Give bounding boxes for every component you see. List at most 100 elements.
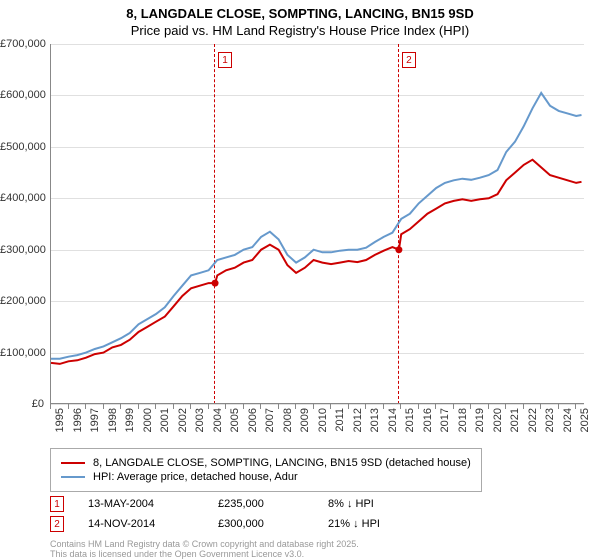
legend-row: HPI: Average price, detached house, Adur	[61, 471, 471, 483]
x-tick-mark	[260, 404, 261, 409]
x-tick-label: 2007	[264, 408, 276, 432]
y-tick-label: £300,000	[0, 244, 44, 256]
x-tick-mark	[470, 404, 471, 409]
sales-num-box: 2	[50, 516, 64, 532]
x-tick-label: 1995	[54, 408, 66, 432]
x-tick-mark	[523, 404, 524, 409]
x-tick-label: 2006	[247, 408, 259, 432]
sub-title: Price paid vs. HM Land Registry's House …	[0, 23, 600, 38]
legend-label: 8, LANGDALE CLOSE, SOMPTING, LANCING, BN…	[93, 457, 471, 469]
x-tick-mark	[400, 404, 401, 409]
x-tick-label: 2020	[492, 408, 504, 432]
chart-container: 8, LANGDALE CLOSE, SOMPTING, LANCING, BN…	[0, 0, 600, 560]
x-tick-label: 2008	[282, 408, 294, 432]
copyright-line2: This data is licensed under the Open Gov…	[50, 549, 359, 559]
x-tick-label: 2016	[422, 408, 434, 432]
x-tick-mark	[50, 404, 51, 409]
x-tick-label: 2023	[544, 408, 556, 432]
x-tick-label: 2003	[194, 408, 206, 432]
sales-diff: 21% ↓ HPI	[328, 518, 448, 530]
sales-price: £235,000	[218, 498, 328, 510]
x-tick-label: 1999	[124, 408, 136, 432]
chart-svg	[51, 44, 585, 404]
x-tick-label: 2022	[527, 408, 539, 432]
x-tick-label: 2021	[509, 408, 521, 432]
x-tick-mark	[540, 404, 541, 409]
x-tick-label: 2005	[229, 408, 241, 432]
legend-box: 8, LANGDALE CLOSE, SOMPTING, LANCING, BN…	[50, 448, 482, 492]
x-tick-mark	[435, 404, 436, 409]
legend-row: 8, LANGDALE CLOSE, SOMPTING, LANCING, BN…	[61, 457, 471, 469]
x-tick-label: 2009	[299, 408, 311, 432]
x-tick-label: 2010	[317, 408, 329, 432]
x-tick-label: 2014	[387, 408, 399, 432]
y-gridline	[50, 404, 584, 405]
sales-price: £300,000	[218, 518, 328, 530]
title-block: 8, LANGDALE CLOSE, SOMPTING, LANCING, BN…	[0, 0, 600, 38]
x-tick-label: 2019	[474, 408, 486, 432]
x-tick-mark	[155, 404, 156, 409]
x-tick-mark	[505, 404, 506, 409]
x-tick-label: 2025	[579, 408, 591, 432]
y-tick-label: £0	[0, 398, 44, 410]
x-tick-mark	[330, 404, 331, 409]
x-tick-label: 2012	[352, 408, 364, 432]
legend-swatch	[61, 476, 85, 478]
x-tick-mark	[418, 404, 419, 409]
series-line	[51, 93, 582, 359]
y-tick-label: £700,000	[0, 38, 44, 50]
sales-row: 2 14-NOV-2014£300,00021% ↓ HPI	[50, 516, 448, 532]
copyright-line1: Contains HM Land Registry data © Crown c…	[50, 539, 359, 549]
x-tick-mark	[295, 404, 296, 409]
x-tick-mark	[558, 404, 559, 409]
x-tick-mark	[138, 404, 139, 409]
legend-label: HPI: Average price, detached house, Adur	[93, 471, 298, 483]
x-tick-label: 1998	[107, 408, 119, 432]
x-tick-mark	[208, 404, 209, 409]
y-tick-label: £200,000	[0, 295, 44, 307]
x-tick-label: 2015	[404, 408, 416, 432]
y-tick-label: £500,000	[0, 141, 44, 153]
x-tick-mark	[103, 404, 104, 409]
x-tick-mark	[68, 404, 69, 409]
x-tick-mark	[225, 404, 226, 409]
x-tick-label: 2004	[212, 408, 224, 432]
sales-date: 14-NOV-2014	[88, 518, 218, 530]
x-tick-label: 1997	[89, 408, 101, 432]
y-tick-label: £400,000	[0, 192, 44, 204]
x-tick-mark	[575, 404, 576, 409]
x-tick-label: 2013	[369, 408, 381, 432]
x-tick-label: 2001	[159, 408, 171, 432]
x-tick-mark	[243, 404, 244, 409]
sale-point-marker	[395, 246, 402, 253]
x-tick-mark	[313, 404, 314, 409]
x-tick-label: 1996	[72, 408, 84, 432]
main-title: 8, LANGDALE CLOSE, SOMPTING, LANCING, BN…	[0, 6, 600, 21]
x-tick-mark	[173, 404, 174, 409]
x-tick-label: 2017	[439, 408, 451, 432]
x-tick-mark	[453, 404, 454, 409]
x-tick-label: 2018	[457, 408, 469, 432]
x-tick-label: 2000	[142, 408, 154, 432]
sales-date: 13-MAY-2004	[88, 498, 218, 510]
x-tick-mark	[120, 404, 121, 409]
plot-area	[50, 44, 584, 404]
sales-table: 1 13-MAY-2004£235,0008% ↓ HPI 2 14-NOV-2014…	[50, 496, 448, 536]
x-tick-mark	[85, 404, 86, 409]
x-tick-mark	[488, 404, 489, 409]
sale-point-marker	[212, 280, 219, 287]
legend-swatch	[61, 462, 85, 464]
y-tick-label: £100,000	[0, 347, 44, 359]
sales-num-box: 1	[50, 496, 64, 512]
copyright-text: Contains HM Land Registry data © Crown c…	[50, 539, 359, 559]
x-tick-mark	[278, 404, 279, 409]
x-tick-label: 2011	[334, 408, 346, 432]
x-tick-mark	[383, 404, 384, 409]
x-tick-mark	[348, 404, 349, 409]
x-tick-mark	[365, 404, 366, 409]
x-tick-label: 2002	[177, 408, 189, 432]
sales-diff: 8% ↓ HPI	[328, 498, 448, 510]
x-tick-mark	[190, 404, 191, 409]
y-tick-label: £600,000	[0, 89, 44, 101]
sales-row: 1 13-MAY-2004£235,0008% ↓ HPI	[50, 496, 448, 512]
